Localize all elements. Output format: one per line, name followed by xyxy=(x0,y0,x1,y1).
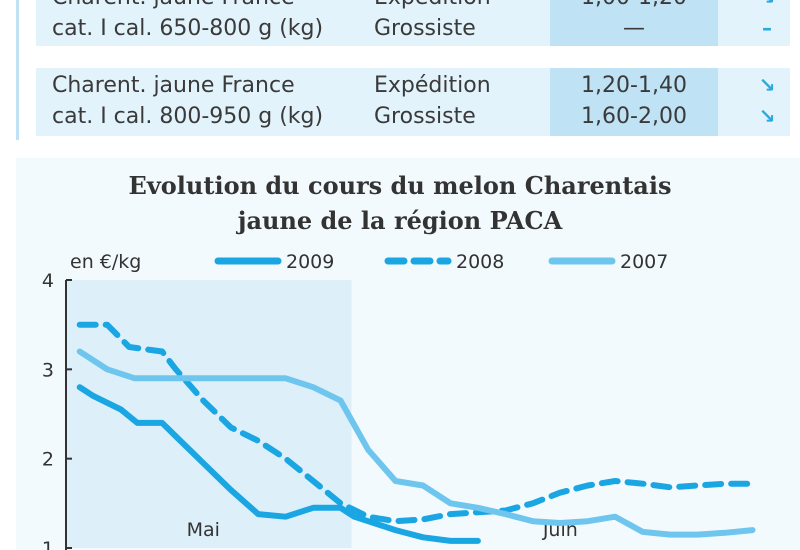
series-line-2009 xyxy=(76,384,481,544)
stage-label: Expédition xyxy=(374,73,491,98)
product-cell: Charent. jaune France cat. I cal. 650-80… xyxy=(52,0,323,44)
legend-label: 2008 xyxy=(456,251,504,273)
table-left-border xyxy=(16,0,19,140)
y-tick-label: 1 xyxy=(42,538,54,550)
trend-down-icon: ↘ xyxy=(758,104,776,128)
product-line: cat. I cal. 800-950 g (kg) xyxy=(52,104,324,129)
chart-title-line: jaune de la région PACA xyxy=(237,206,563,235)
trend-stable-icon: – xyxy=(762,16,772,40)
stage-cell: Expédition Grossiste xyxy=(374,0,491,44)
product-cell: Charent. jaune France cat. I cal. 800-95… xyxy=(52,70,323,132)
stage-cell: Expédition Grossiste xyxy=(374,70,491,132)
month-label: Mai xyxy=(187,519,220,541)
chart-legend: 2009 2008 2007 xyxy=(214,251,668,273)
legend-label: 2007 xyxy=(620,251,668,273)
price-table: Charent. jaune France cat. I cal. 650-80… xyxy=(16,0,800,140)
stage-label: Grossiste xyxy=(374,104,476,129)
price-value: 1,60-2,00 xyxy=(581,104,687,129)
y-tick-label: 2 xyxy=(42,449,54,471)
trend-down-icon: ↘ xyxy=(752,0,782,13)
y-tick-label: 4 xyxy=(42,270,54,292)
series-line-2008 xyxy=(76,321,756,525)
price-cell: 1,00-1,20 — xyxy=(550,0,718,46)
trend-down-icon: ↘ xyxy=(758,73,776,97)
product-line: Charent. jaune France xyxy=(52,73,295,98)
price-value: 1,00-1,20 xyxy=(550,0,718,13)
stage-label: Expédition xyxy=(374,0,491,13)
y-axis-label: en €/kg xyxy=(70,251,141,273)
stage-label: Grossiste xyxy=(374,16,476,41)
chart-series xyxy=(76,321,756,544)
product-line: Charent. jaune France xyxy=(52,0,323,13)
price-value: — xyxy=(623,16,645,41)
table-row: Charent. jaune France cat. I cal. 650-80… xyxy=(36,0,790,46)
series-line-2007 xyxy=(76,348,756,538)
product-line: cat. I cal. 650-800 g (kg) xyxy=(52,16,324,41)
chart-title: Evolution du cours du melon Charentais j… xyxy=(0,168,800,238)
y-tick-label: 3 xyxy=(42,359,54,381)
price-value: 1,20-1,40 xyxy=(581,73,687,98)
month-shade xyxy=(66,280,352,548)
table-row: Charent. jaune France cat. I cal. 800-95… xyxy=(36,68,790,136)
price-cell: 1,20-1,40 1,60-2,00 xyxy=(550,68,718,136)
trend-cell: ↘ ↘ xyxy=(752,70,782,132)
chart-title-line: Evolution du cours du melon Charentais xyxy=(128,171,672,200)
trend-cell: ↘ – xyxy=(752,0,782,44)
legend-label: 2009 xyxy=(286,251,334,273)
